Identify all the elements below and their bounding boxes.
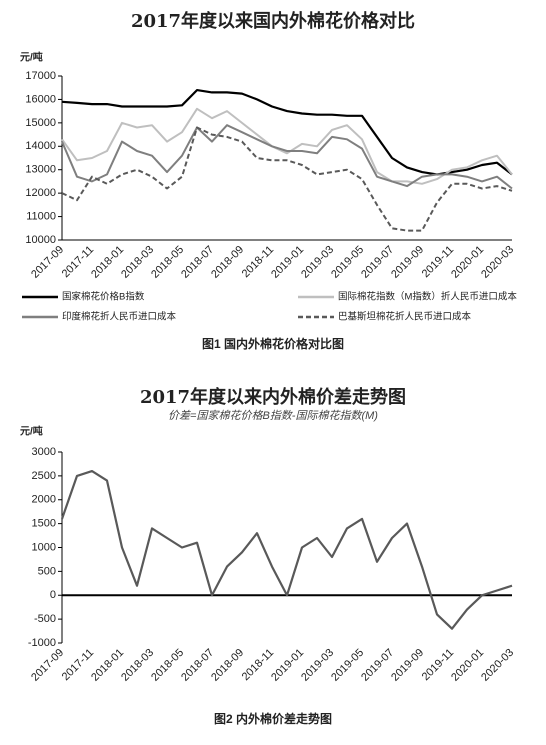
legend-label: 巴基斯坦棉花折人民币进口成本 bbox=[338, 311, 472, 323]
x-tick-label: 2019-07 bbox=[359, 647, 396, 684]
x-tick-label: 2020-01 bbox=[449, 647, 486, 684]
series-line bbox=[61, 107, 513, 185]
x-tick-label: 2017-09 bbox=[29, 244, 66, 281]
y-tick-label: 13000 bbox=[25, 164, 56, 176]
x-tick-label: 2019-07 bbox=[359, 244, 396, 281]
series-line bbox=[61, 124, 513, 190]
chart-title: 2017年度以来内外棉价差走势图 bbox=[140, 386, 406, 408]
y-tick-label: 3000 bbox=[32, 446, 56, 458]
y-tick-label: 1000 bbox=[32, 541, 56, 553]
x-tick-label: 2018-09 bbox=[209, 647, 246, 684]
x-tick-label: 2018-03 bbox=[119, 244, 156, 281]
legend-label: 国际棉花指数（M指数）折人民币进口成本 bbox=[338, 291, 517, 303]
x-tick-label: 2020-03 bbox=[479, 244, 516, 281]
x-tick-label: 2018-07 bbox=[179, 244, 216, 281]
y-tick-label: 1500 bbox=[32, 518, 56, 530]
x-tick-label: 2018-03 bbox=[119, 647, 156, 684]
y-tick-label: 2000 bbox=[32, 494, 56, 506]
x-tick-label: 2019-05 bbox=[329, 244, 366, 281]
x-tick-label: 2018-07 bbox=[179, 647, 216, 684]
x-tick-label: 2019-03 bbox=[299, 244, 336, 281]
series-line bbox=[61, 126, 513, 232]
x-tick-label: 2017-09 bbox=[29, 647, 66, 684]
y-tick-label: -500 bbox=[34, 613, 56, 625]
legend-label: 印度棉花折人民币进口成本 bbox=[62, 311, 177, 323]
figure-caption: 图1 国内外棉花价格对比图 bbox=[202, 336, 344, 351]
series-line bbox=[60, 470, 513, 630]
y-tick-label: 11000 bbox=[26, 210, 56, 222]
x-tick-label: 2019-01 bbox=[269, 244, 306, 281]
x-tick-label: 2020-01 bbox=[449, 244, 486, 281]
x-tick-label: 2020-03 bbox=[479, 647, 516, 684]
y-tick-label: 15000 bbox=[25, 117, 56, 129]
figure-caption: 图2 内外棉价差走势图 bbox=[214, 711, 332, 726]
y-unit: 元/吨 bbox=[20, 51, 43, 64]
x-tick-label: 2018-05 bbox=[149, 647, 186, 684]
y-tick-label: 14000 bbox=[25, 140, 56, 152]
x-tick-label: 2019-01 bbox=[269, 647, 306, 684]
y-tick-label: 10000 bbox=[25, 234, 56, 246]
chart-subtitle: 价差=国家棉花价格B指数-国际棉花指数(M) bbox=[168, 409, 378, 422]
y-tick-label: -1000 bbox=[28, 637, 56, 649]
x-tick-label: 2019-03 bbox=[299, 647, 336, 684]
chart-title: 2017年度以来国内外棉花价格对比 bbox=[131, 10, 415, 32]
x-tick-label: 2018-01 bbox=[89, 647, 126, 684]
y-tick-label: 16000 bbox=[25, 93, 56, 105]
x-tick-label: 2019-09 bbox=[389, 244, 426, 281]
x-tick-label: 2018-01 bbox=[89, 244, 126, 281]
x-tick-label: 2018-05 bbox=[149, 244, 186, 281]
y-unit: 元/吨 bbox=[20, 425, 43, 438]
series-line bbox=[61, 89, 513, 176]
y-tick-label: 2500 bbox=[32, 470, 56, 482]
legend-label: 国家棉花价格B指数 bbox=[62, 291, 145, 303]
x-tick-label: 2018-09 bbox=[209, 244, 246, 281]
x-tick-label: 2019-09 bbox=[389, 647, 426, 684]
y-tick-label: 500 bbox=[38, 565, 56, 577]
x-tick-label: 2019-05 bbox=[329, 647, 366, 684]
y-tick-label: 12000 bbox=[25, 187, 56, 199]
y-tick-label: 0 bbox=[50, 589, 56, 601]
y-tick-label: 17000 bbox=[25, 70, 56, 82]
